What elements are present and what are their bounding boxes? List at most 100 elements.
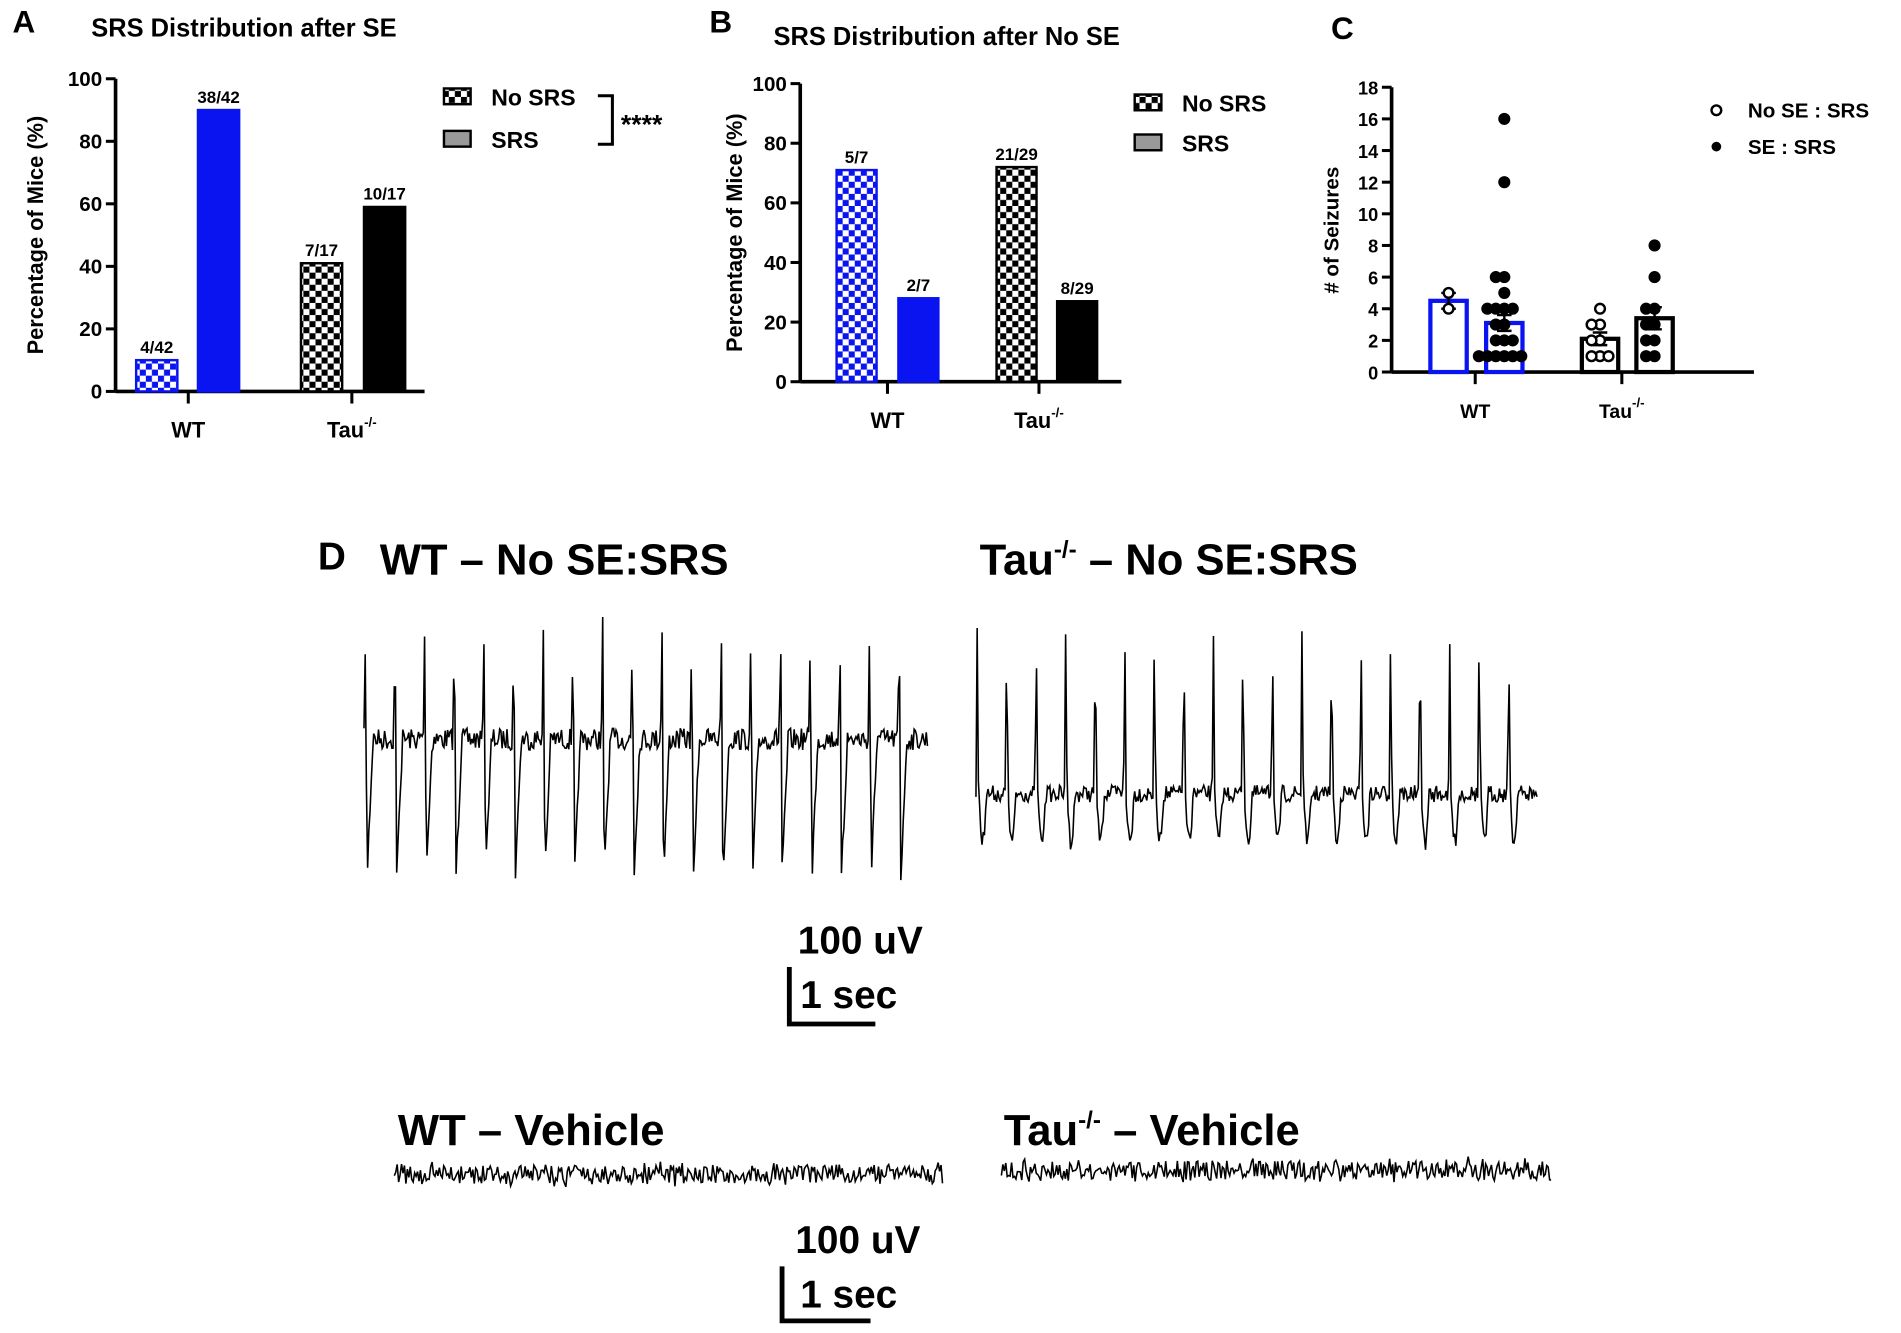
panel-letter-b: B: [709, 4, 732, 40]
scale-time-label: 1 sec: [800, 1274, 897, 1317]
y-tick-label: 16: [1358, 110, 1378, 130]
data-point: [1498, 112, 1511, 125]
legend-marker-no-se: [1710, 104, 1723, 117]
data-point: [1640, 350, 1653, 363]
bar-no-srs: [299, 262, 344, 393]
bar-data-label: 4/42: [140, 338, 173, 357]
trace-title-wt-vehicle: WT – Vehicle: [398, 1107, 665, 1155]
bar-data-label: 21/29: [995, 145, 1037, 164]
plot-area-c: 0 2 4 6 8 10 12 14 16 18 WT Tau-/-: [1358, 79, 1754, 423]
x-tick-label: Tau-/-: [1014, 405, 1064, 433]
plot-area-a: 0 20 40 60 80 100 WT Tau-/- 4/42 7/17 38/42 10/17: [68, 68, 425, 442]
y-tick-label: 60: [79, 193, 102, 216]
legend-marker-se: [1711, 141, 1722, 152]
y-tick-label: 10: [1358, 205, 1378, 225]
legend-label-no-se: No SE : SRS: [1748, 100, 1869, 123]
y-tick-label: 0: [775, 371, 786, 394]
bar-srs: [196, 108, 241, 393]
y-tick-label: 80: [79, 131, 102, 154]
panel-d: D WT – No SE:SRS Tau-/- – No SE:SRS 100 …: [318, 536, 1552, 1324]
bar-srs: [897, 297, 940, 383]
y-tick-label: 0: [91, 381, 102, 404]
trace-title-wt-no-se: WT – No SE:SRS: [380, 536, 729, 584]
data-point: [1489, 318, 1502, 331]
trace-title-tau-vehicle: Tau-/- – Vehicle: [1004, 1107, 1300, 1155]
y-tick-label: 14: [1358, 142, 1378, 162]
eeg-trace-wt-vehicle: [393, 1161, 944, 1190]
panel-letter-a: A: [13, 4, 36, 40]
y-tick-label: 80: [764, 133, 787, 156]
chart-title-a: SRS Distribution after SE: [91, 14, 396, 42]
bar-srs: [362, 205, 407, 393]
panel-a: A SRS Distribution after SE Percentage o…: [13, 4, 663, 443]
y-tick-label: 12: [1358, 173, 1378, 193]
x-tick-label: WT: [871, 408, 906, 433]
bar-srs: [1055, 300, 1099, 383]
x-tick-label: WT: [171, 417, 206, 442]
data-point: [1489, 334, 1502, 347]
y-tick-label: 60: [764, 192, 787, 215]
data-point: [1489, 271, 1502, 284]
data-point: [1498, 286, 1511, 299]
data-point: [1640, 318, 1653, 331]
y-tick-label: 20: [764, 311, 787, 334]
legend-label-se: SE : SRS: [1748, 136, 1836, 159]
bar-data-label: 7/17: [305, 241, 338, 260]
legend-swatch-no-srs: [442, 87, 472, 106]
panel-letter-d: D: [318, 536, 346, 579]
y-axis-label-a: Percentage of Mice (%): [23, 116, 48, 355]
scale-bar-lines: [779, 1266, 871, 1324]
legend-swatch-srs: [1133, 133, 1163, 152]
y-tick-label: 6: [1368, 268, 1378, 288]
scale-voltage-label: 100 uV: [798, 920, 923, 963]
bar-no-srs: [134, 358, 179, 393]
eeg-trace-tau-vehicle: [1000, 1156, 1552, 1184]
scale-voltage-label: 100 uV: [795, 1219, 920, 1262]
x-tick-label: Tau-/-: [327, 415, 377, 443]
x-tick-label: Tau-/-: [1599, 395, 1645, 423]
data-point: [1515, 350, 1528, 363]
scale-time-label: 1 sec: [800, 974, 897, 1017]
y-tick-label: 100: [68, 68, 102, 91]
y-tick-label: 2: [1368, 332, 1378, 352]
bar-no-srs: [835, 168, 878, 383]
y-tick-label: 8: [1368, 237, 1378, 257]
chart-title-b: SRS Distribution after No SE: [774, 23, 1120, 51]
bar-data-label: 8/29: [1061, 279, 1094, 298]
data-point: [1602, 350, 1615, 363]
bar-data-label: 10/17: [363, 185, 405, 204]
trace-title-tau-no-se: Tau-/- – No SE:SRS: [980, 536, 1358, 584]
significance-stars: ****: [621, 109, 663, 139]
data-point: [1585, 334, 1598, 347]
legend-label-no-srs: No SRS: [491, 84, 575, 110]
panel-b: B SRS Distribution after No SE Percentag…: [709, 4, 1266, 433]
x-tick-label: WT: [1460, 401, 1490, 423]
data-point: [1442, 302, 1455, 315]
data-point: [1593, 302, 1607, 315]
y-tick-label: 40: [764, 252, 787, 275]
plot-area-b: 0 20 40 60 80 100 WT Tau-/- 5/7 21/29 2/7 8/29: [753, 73, 1122, 433]
scale-bar-lines: [786, 967, 876, 1027]
data-point: [1640, 302, 1653, 315]
y-axis-label-b: Percentage of Mice (%): [722, 113, 747, 352]
panel-letter-c: C: [1331, 10, 1354, 46]
legend-label-srs: SRS: [491, 127, 538, 153]
scale-bar-1: 100 uV 1 sec: [786, 920, 923, 1027]
data-point: [1506, 302, 1519, 315]
y-tick-label: 18: [1358, 79, 1378, 99]
legend-label-no-srs: No SRS: [1182, 90, 1266, 116]
y-tick-label: 20: [79, 318, 102, 341]
y-axis-label-c: # of Seizures: [1320, 167, 1343, 294]
scale-bar-2: 100 uV 1 sec: [779, 1219, 921, 1324]
y-tick-label: 100: [753, 73, 787, 96]
data-point: [1498, 176, 1511, 189]
bar-data-label: 5/7: [845, 148, 869, 167]
data-point: [1585, 318, 1598, 331]
data-point: [1585, 350, 1598, 363]
legend-label-srs: SRS: [1182, 130, 1229, 156]
significance-bracket: [597, 94, 614, 146]
data-point: [1481, 302, 1494, 315]
legend-b: No SRS SRS: [1133, 90, 1266, 156]
